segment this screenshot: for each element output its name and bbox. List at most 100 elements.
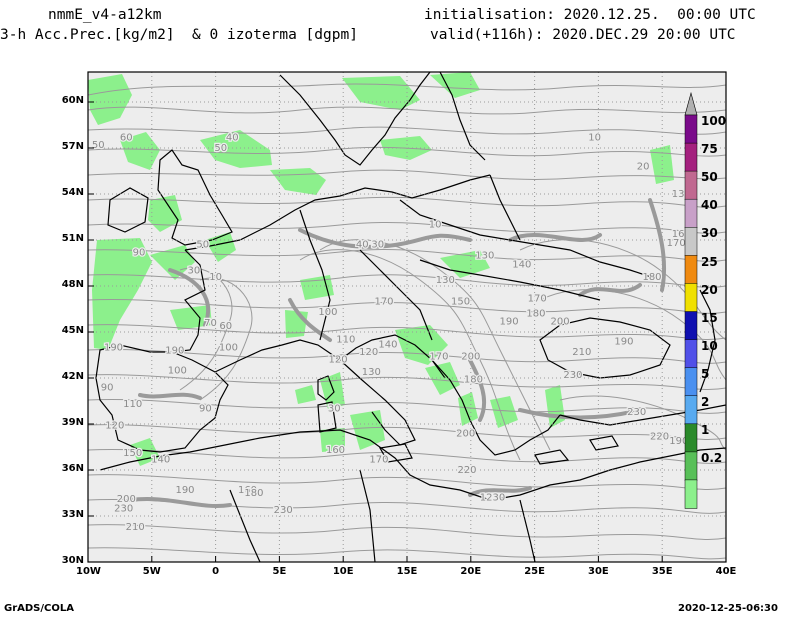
contour-label: 200 [117,494,136,505]
lat-tick-label: 39N [61,417,84,428]
contour-label: 10 [429,220,442,231]
colorbar-segment [684,311,698,341]
colorbar-segment [684,283,698,313]
contour-label: 110 [123,399,142,410]
lon-tick-label: 5E [272,566,287,577]
lat-tick-label: 36N [61,463,84,474]
valid-time: valid(+116h): 2020.DEC.29 20:00 UTC [430,27,736,43]
contour-label: 140 [512,260,531,271]
contour-label: 170 [429,352,448,363]
contour-label: 90 [199,404,212,415]
contour-label: 140 [151,454,170,465]
init-time: initialisation: 2020.12.25. 00:00 UTC [424,7,756,23]
lon-tick-label: 5W [142,566,161,577]
colorbar-label: 30 [701,226,718,241]
lon-tick-label: 35E [651,566,673,577]
lat-tick-label: 45N [61,325,84,336]
contour-label: 130 [436,275,455,286]
colorbar-segment [684,367,698,397]
contour-label: 90 [101,382,114,393]
contour-label: 150 [123,448,142,459]
field-description: 3-h Acc.Prec.[kg/m2] & 0 izoterma [dgpm] [0,27,358,43]
contour-label: 30 [188,266,201,277]
contour-label: 170 [528,293,547,304]
colorbar-label: 2 [701,394,710,409]
contour-label: 190 [500,316,519,327]
contour-label: 100 [219,342,238,353]
colorbar-label: 15 [701,310,718,325]
lon-tick-label: 20E [460,566,482,577]
colorbar-segment [684,451,698,481]
colorbar-segment [684,227,698,257]
contour-label: 130 [362,367,381,378]
contour-label: 40 [226,132,239,143]
colorbar-label: 1 [701,422,710,437]
colorbar-segment [684,395,698,425]
contour-label: 190 [104,342,123,353]
precipitation-shading [88,72,674,466]
lat-tick-label: 51N [61,233,84,244]
axis-ticks [87,101,727,563]
footer-timestamp: 2020-12-25-06:30 [678,603,778,614]
colorbar-segment [684,198,698,229]
contour-label: 230 [563,370,582,381]
colorbar-label: 100 [701,114,727,129]
lat-tick-label: 33N [61,509,84,520]
colorbar-segment [684,423,698,453]
lat-tick-label: 42N [61,371,84,382]
lat-tick-label: 60N [61,95,84,106]
contour-label: 40 [356,240,369,251]
colorbar-label: 40 [701,198,718,213]
colorbar-segment [684,339,698,369]
contour-label: 60 [219,321,232,332]
contour-label: 160 [326,445,345,456]
contour-label: 180 [244,488,263,499]
lon-tick-label: 40E [715,566,737,577]
lat-tick-label: 30N [61,555,84,566]
lon-tick-label: 0 [212,566,220,577]
contour-label: 10 [588,132,601,143]
contour-label: 30 [328,404,341,415]
precip-colorbar [684,91,698,509]
contour-label: 180 [642,272,661,283]
contour-label: 140 [378,339,397,350]
contour-label: 10 [209,272,222,283]
contour-label: 210 [572,347,591,358]
contour-label: 220 [457,465,476,476]
contour-label: 100 [168,365,187,376]
contour-label: 190 [669,436,688,447]
model-name: nmmE_v4-a12km [48,7,162,23]
colorbar-segment [684,114,698,144]
contour-label: 230 [114,503,133,514]
contour-label: 230 [274,505,293,516]
graticule [88,72,726,562]
contour-label: 120 [105,421,124,432]
lon-tick-label: 10E [332,566,354,577]
lat-tick-label: 57N [61,141,84,152]
colorbar-segment [684,479,698,509]
contour-label: 50 [196,240,209,251]
freezing-level-thick [128,198,667,508]
colorbar-label: 75 [701,142,718,157]
contour-label: 150 [451,296,470,307]
contour-label: 200 [461,352,480,363]
contour-label: 220 [650,431,669,442]
contour-label: 130 [475,250,494,261]
contour-label: 230 [627,407,646,418]
contour-label: 170 [374,296,393,307]
lat-tick-label: 54N [61,187,84,198]
contour-label: 1230 [480,493,505,504]
footer-credit: GrADS/COLA [4,603,74,614]
contour-label: 170 [667,238,686,249]
contour-label: 50 [92,140,105,151]
colorbar-label: 25 [701,254,718,269]
coastlines [95,72,726,562]
contour-label: 210 [126,522,145,533]
contour-label: 120 [359,347,378,358]
contour-label: 170 [369,454,388,465]
contour-label: 70 [204,318,217,329]
colorbar-label: 50 [701,170,718,185]
colorbar-segment [684,142,698,172]
